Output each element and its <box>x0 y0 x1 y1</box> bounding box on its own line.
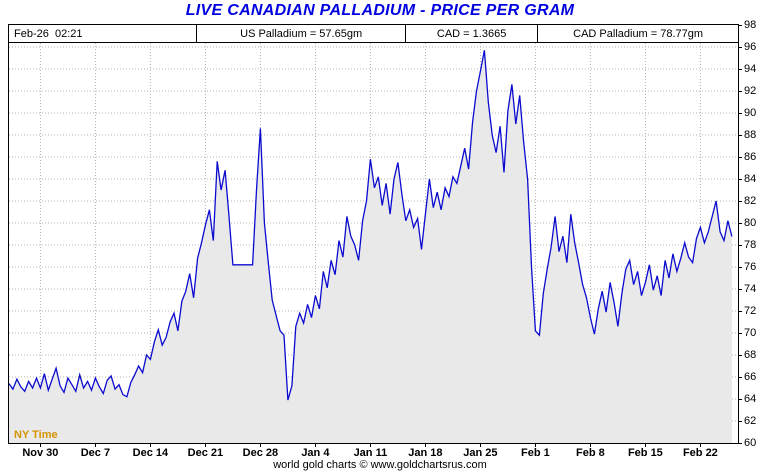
page-title: LIVE CANADIAN PALLADIUM - PRICE PER GRAM <box>185 2 575 19</box>
y-axis-tick <box>739 288 742 290</box>
chart-frame: Feb-26 02:21 US Palladium = 57.65gm CAD … <box>8 24 739 444</box>
y-axis-tick <box>739 398 742 400</box>
x-axis-label: Dec 7 <box>80 447 111 459</box>
x-axis-label: Jan 25 <box>463 447 498 459</box>
y-axis-label: 78 <box>744 239 757 251</box>
y-axis-tick <box>739 68 742 70</box>
y-axis-tick <box>739 178 742 180</box>
timestamp-label: Feb-26 02:21 <box>14 27 83 40</box>
y-axis-tick <box>739 376 742 378</box>
price-line <box>9 50 733 401</box>
x-axis-label: Dec 14 <box>132 447 169 459</box>
x-axis: Nov 30 Dec 7 Dec 14 Dec 21 Dec 28 Jan 4 Jan 11… <box>9 444 738 460</box>
x-axis-label: Dec 28 <box>242 447 279 459</box>
x-axis-label: Jan 4 <box>301 447 330 459</box>
y-axis-label: 92 <box>744 85 757 97</box>
y-axis-tick <box>739 46 742 48</box>
x-axis-label: Feb 22 <box>682 447 718 459</box>
x-axis-tick <box>369 444 371 447</box>
y-axis-tick <box>739 420 742 422</box>
y-axis-tick <box>739 266 742 268</box>
x-axis-label: Dec 21 <box>187 447 224 459</box>
x-axis-tick <box>479 444 481 447</box>
y-axis-label: 96 <box>744 41 757 53</box>
x-axis-label: Jan 18 <box>408 447 443 459</box>
cad-exchange-rate: CAD = 1.3665 <box>405 25 537 42</box>
cad-palladium-quote: CAD Palladium = 78.77gm <box>537 25 738 42</box>
y-axis-label: 90 <box>744 107 757 119</box>
x-axis-tick <box>699 444 701 447</box>
y-axis-tick <box>739 112 742 114</box>
y-axis-label: 98 <box>744 19 757 31</box>
y-axis-label: 94 <box>744 63 757 75</box>
y-axis-label: 76 <box>744 261 757 273</box>
price-plot <box>9 25 738 443</box>
x-axis-tick <box>589 444 591 447</box>
y-axis-tick <box>739 354 742 356</box>
y-axis-tick <box>739 222 742 224</box>
y-axis-label: 62 <box>744 415 757 427</box>
x-axis-tick <box>94 444 96 447</box>
x-axis-label: Feb 15 <box>627 447 663 459</box>
x-axis-label: Jan 11 <box>353 447 388 459</box>
y-axis-label: 68 <box>744 349 757 361</box>
footer-credit: world gold charts © www.goldchartsrus.co… <box>273 459 487 471</box>
ny-time-label: NY Time <box>14 429 58 441</box>
y-axis-label: 60 <box>744 437 757 449</box>
x-axis-tick <box>149 444 151 447</box>
y-axis-label: 88 <box>744 129 757 141</box>
y-axis-tick <box>739 244 742 246</box>
y-axis-tick <box>739 134 742 136</box>
x-axis-tick <box>39 444 41 447</box>
y-axis-label: 84 <box>744 173 757 185</box>
x-axis-tick <box>424 444 426 447</box>
y-axis-label: 66 <box>744 371 757 383</box>
us-palladium-quote: US Palladium = 57.65gm <box>196 25 405 42</box>
x-axis-label: Feb 1 <box>521 447 550 459</box>
y-axis-tick <box>739 310 742 312</box>
x-axis-tick <box>204 444 206 447</box>
y-axis-tick <box>739 332 742 334</box>
y-axis-label: 82 <box>744 195 757 207</box>
y-axis-label: 64 <box>744 393 757 405</box>
x-axis-label: Nov 30 <box>22 447 59 459</box>
y-axis-label: 74 <box>744 283 757 295</box>
info-bar: Feb-26 02:21 US Palladium = 57.65gm CAD … <box>9 25 738 43</box>
x-axis-tick <box>534 444 536 447</box>
y-axis-label: 72 <box>744 305 757 317</box>
x-axis-tick <box>644 444 646 447</box>
y-axis: 60 62 64 66 68 70 72 74 76 78 80 82 84 86 88 90 92 94 96 98 <box>739 0 760 475</box>
x-axis-tick <box>314 444 316 447</box>
y-axis-tick <box>739 442 742 444</box>
y-axis-tick <box>739 156 742 158</box>
y-axis-tick <box>739 24 742 26</box>
y-axis-label: 80 <box>744 217 757 229</box>
price-area <box>9 50 732 443</box>
x-axis-tick <box>259 444 261 447</box>
y-axis-label: 70 <box>744 327 757 339</box>
y-axis-tick <box>739 200 742 202</box>
y-axis-tick <box>739 90 742 92</box>
y-axis-label: 86 <box>744 151 757 163</box>
x-axis-label: Feb 8 <box>576 447 605 459</box>
